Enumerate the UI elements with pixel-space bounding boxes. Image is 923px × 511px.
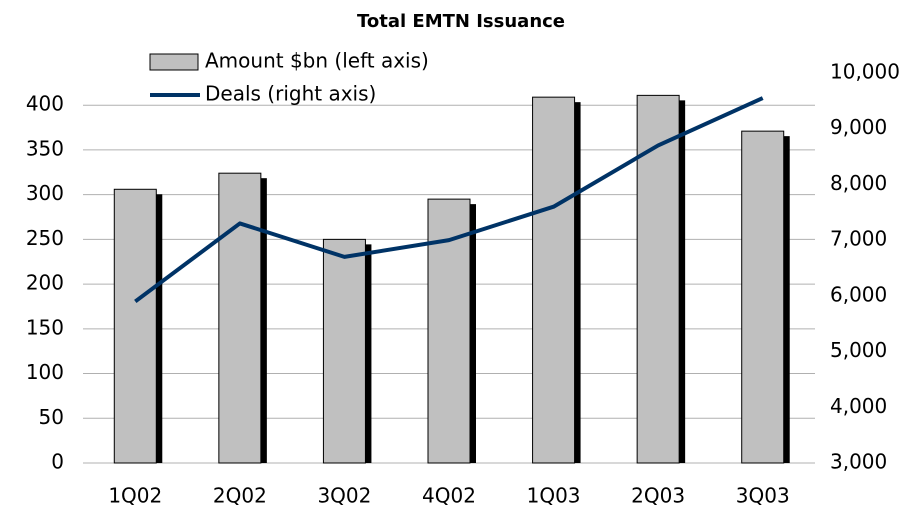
x-tick-label: 2Q02 — [213, 484, 267, 508]
y-tick-label: 350 — [26, 136, 64, 160]
bar — [532, 96, 576, 464]
y-tick-label: 250 — [26, 226, 64, 250]
y2-tick-label: 4,000 — [830, 394, 887, 418]
y-tick-label: 200 — [26, 271, 64, 295]
y2-tick-label: 7,000 — [830, 227, 887, 251]
y-tick-label: 150 — [26, 315, 64, 339]
x-tick-label: 3Q03 — [736, 484, 790, 508]
y-tick-label: 300 — [26, 181, 64, 205]
y-tick-label: 100 — [26, 360, 64, 384]
bar — [741, 130, 785, 464]
y2-tick-label: 3,000 — [830, 450, 887, 474]
bar — [113, 188, 157, 464]
line-series — [134, 96, 764, 304]
x-tick-label: 2Q03 — [631, 484, 685, 508]
legend-label: Amount $bn (left axis) — [205, 49, 429, 73]
y-tick-label: 0 — [51, 450, 64, 474]
y2-tick-label: 10,000 — [830, 60, 900, 84]
y2-tick-label: 8,000 — [830, 171, 887, 195]
bar — [218, 172, 262, 464]
x-tick-label: 1Q02 — [108, 484, 162, 508]
y2-tick-label: 5,000 — [830, 338, 887, 362]
y2-tick-label: 9,000 — [830, 115, 887, 139]
x-tick-label: 1Q03 — [527, 484, 581, 508]
bar — [636, 94, 680, 464]
bar — [322, 238, 366, 464]
legend-label: Deals (right axis) — [205, 82, 376, 106]
y2-tick-label: 6,000 — [830, 282, 887, 306]
y-tick-label: 400 — [26, 92, 64, 116]
x-tick-label: 4Q02 — [422, 484, 476, 508]
chart-title: Total EMTN Issuance — [357, 11, 565, 32]
legend-swatch — [149, 53, 199, 71]
x-tick-label: 3Q02 — [317, 484, 371, 508]
y-tick-label: 50 — [39, 405, 64, 429]
